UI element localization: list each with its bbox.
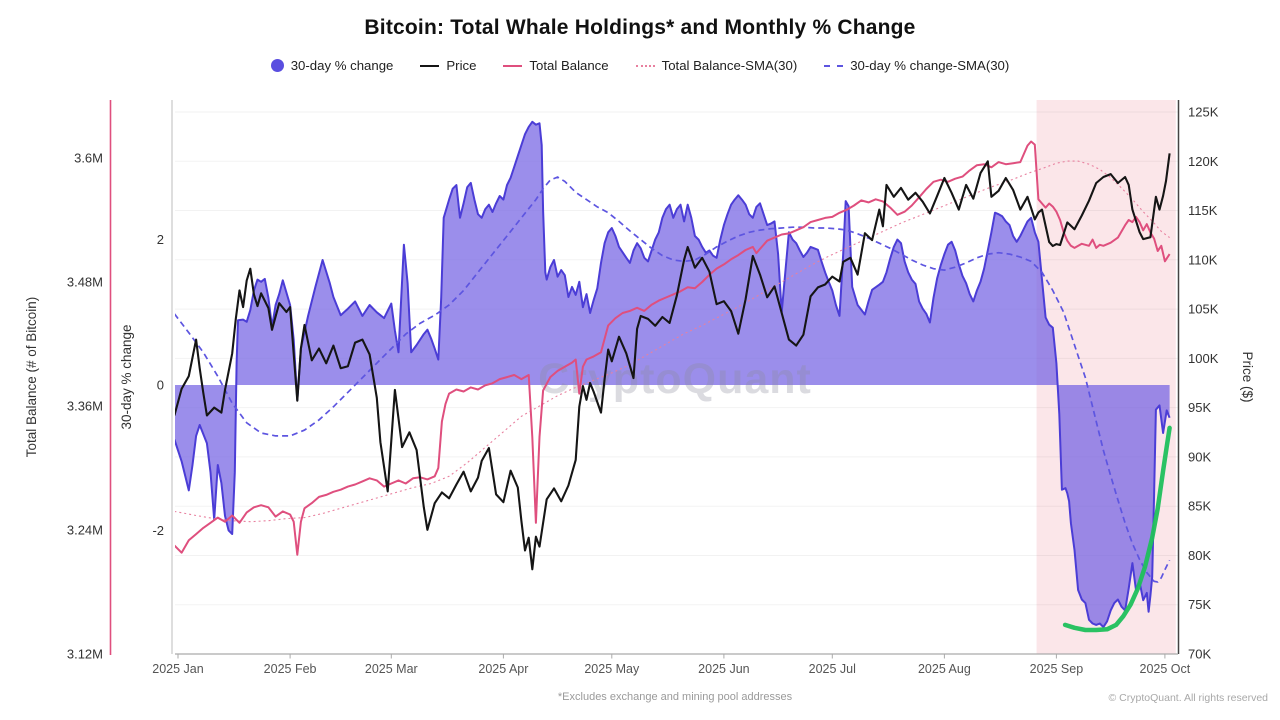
axis-tick-label: 95K [1188,400,1211,415]
legend-label: Price [446,58,477,73]
axis-tick-label: 120K [1188,154,1219,169]
axis-tick-label: 3.24M [67,523,103,538]
axis-tick-label: 3.12M [67,647,103,662]
axis-tick-label: 2025 Mar [365,662,418,676]
axis-tick-label: 2025 Oct [1140,662,1191,676]
pct-change-area-outline [175,120,1171,629]
legend: 30-day % change Price Total Balance Tota… [0,58,1280,73]
pink-dotted-line-icon [635,64,655,67]
blue-dashed-line-icon [824,64,844,67]
axis-tick-label: 85K [1188,499,1211,514]
pct-change-area-fill [175,121,1170,628]
series-price-line [175,153,1171,571]
black-line-icon [420,64,440,67]
legend-label: Total Balance [529,58,609,73]
price-axis-ticks: 70K 75K 80K 85K 90K 95K 100K 105K 110K 115K 120K 12… [1188,105,1219,662]
legend-label: 30-day % change [290,58,394,73]
x-axis-ticks: 2025 Jan 2025 Feb 2025 Mar 2025 Apr 2025 May… [152,654,1191,676]
axis-tick-label: 100K [1188,351,1219,366]
copyright-notice: © CryptoQuant. All rights reserved [1108,692,1268,704]
axis-tick-label: 2025 Jun [698,662,749,676]
axis-tick-label: 2025 Feb [264,662,317,676]
axis-tick-label: 2 [157,232,164,247]
legend-item-30day-pct-change[interactable]: 30-day % change [270,58,394,73]
legend-label: Total Balance-SMA(30) [661,58,798,73]
axis-tick-label: 2025 Sep [1030,662,1084,676]
axis-tick-label: 80K [1188,548,1211,563]
axis-tick-label: 3.48M [67,275,103,290]
series-pct-change-sma-line [175,176,1171,583]
axis-tick-label: -2 [152,523,164,538]
legend-label: 30-day % change-SMA(30) [850,58,1010,73]
legend-item-price[interactable]: Price [420,58,476,73]
axis-tick-label: 90K [1188,449,1211,464]
balance-axis-title: Total Balance (# of Bitcoin) [24,297,39,458]
axis-tick-label: 2025 Jan [152,662,203,676]
axis-tick-label: 3.36M [67,399,103,414]
legend-item-pct-change-sma[interactable]: 30-day % change-SMA(30) [824,58,1009,73]
axis-tick-label: 110K [1188,252,1218,267]
pct-axis-title: 30-day % change [119,324,134,429]
chart-title: Bitcoin: Total Whale Holdings* and Month… [364,16,916,39]
axis-tick-label: 70K [1188,647,1211,662]
axis-tick-label: 3.6M [74,151,103,166]
axis-tick-label: 0 [157,378,164,393]
axis-tick-label: 125K [1188,105,1219,120]
axis-tick-label: 75K [1188,597,1211,612]
legend-item-total-balance[interactable]: Total Balance [503,58,609,73]
series-total-balance-line [175,140,1171,556]
price-axis-title: Price ($) [1240,351,1255,402]
axis-tick-label: 2025 Jul [809,662,856,676]
green-annotation-curve [1062,425,1172,633]
pink-line-icon [503,64,523,67]
axis-tick-label: 2025 Apr [478,662,528,676]
watermark: CryptoQuant [538,355,812,403]
axis-tick-label: 2025 Aug [918,662,971,676]
pct-axis-ticks: -2 0 2 [152,232,164,538]
axis-tick-label: 105K [1188,302,1219,317]
chart-footnote: *Excludes exchange and mining pool addre… [557,691,793,703]
axis-tick-label: 115K [1188,203,1218,218]
balance-axis-ticks: 3.12M 3.24M 3.36M 3.48M 3.6M [67,151,103,662]
legend-item-total-balance-sma[interactable]: Total Balance-SMA(30) [635,58,798,73]
axis-tick-label: 2025 May [584,662,640,676]
purple-dot-icon [270,59,284,72]
